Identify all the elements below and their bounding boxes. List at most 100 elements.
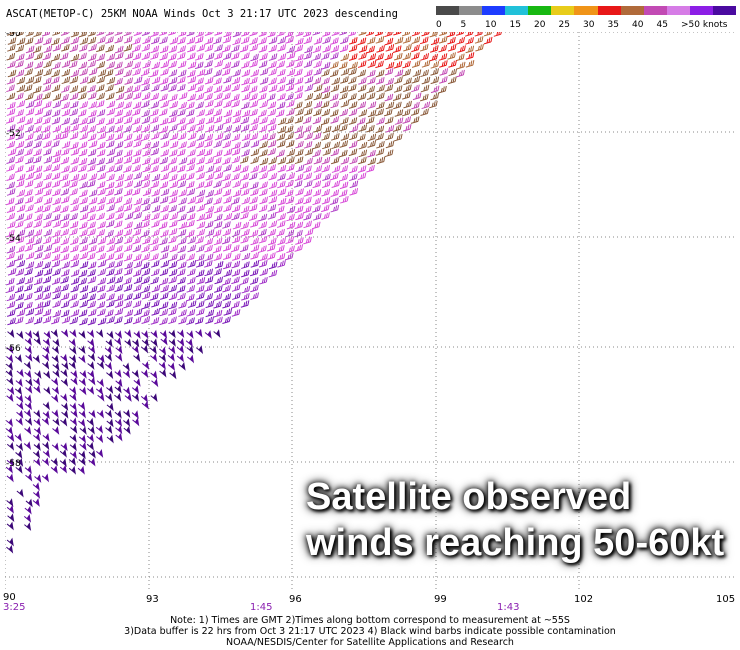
wind-barb [79,117,88,126]
wind-barb [357,92,367,101]
wind-barb [276,60,285,69]
wind-barb [196,277,206,285]
lon-label-90: 90 [3,592,16,603]
wind-barb [43,148,52,156]
wind-barb [176,353,184,363]
wind-barb [87,317,97,326]
wind-barb [159,196,169,204]
wind-barb [241,252,251,261]
wind-barb [286,60,295,68]
wind-barb [176,205,186,214]
wind-barb [295,32,304,37]
wind-barb [114,45,124,54]
wind-barb [223,100,232,108]
wind-barb [7,221,16,229]
wind-barb [376,101,385,110]
wind-barb [32,45,42,54]
wind-barb [392,93,402,101]
wind-barb [312,197,321,206]
wind-barbs-layer [5,32,502,554]
lat-label: -52 [6,129,21,139]
wind-barb [114,260,123,268]
wind-barb [169,370,177,380]
wind-barb [124,221,133,230]
wind-barb [159,93,168,102]
wind-barb [32,85,42,94]
wind-barb [70,173,80,182]
wind-barb [6,521,14,531]
wind-barb [178,261,187,269]
wind-barb [294,205,304,214]
wind-barb [320,100,330,109]
wind-barb [302,125,312,133]
wind-barb [159,268,169,277]
wind-barb [32,330,40,340]
wind-barb [196,221,206,229]
wind-barb [204,197,213,206]
wind-barb [214,171,224,180]
wind-barb [178,92,188,100]
wind-barb [294,125,304,134]
wind-barb [176,148,186,157]
wind-barb [169,124,178,132]
wind-barb [96,449,104,458]
wind-barb [277,140,286,148]
wind-barb [241,133,251,141]
wind-barb [258,204,268,213]
wind-barb [268,53,278,61]
wind-barb [60,245,70,254]
wind-barb [97,252,107,261]
wind-barb [250,220,259,228]
wind-barb [187,83,197,92]
wind-barb [133,133,143,142]
wind-barb [230,44,240,53]
wind-barb [105,181,115,190]
wind-barb [304,180,313,188]
wind-barb [358,124,368,132]
wind-barb [294,101,303,110]
wind-barb [321,77,330,85]
wind-barb [42,441,50,451]
wind-barb [178,124,187,132]
wind-barb [61,36,70,45]
wind-barb [168,165,178,174]
wind-barb [412,69,422,77]
wind-barb [142,148,151,157]
wind-barb [240,221,250,230]
wind-barb [6,441,15,451]
wind-barb [78,309,88,317]
wind-barb [78,277,87,286]
wind-barb [375,148,385,156]
wind-barb [331,32,340,36]
wind-barb [69,212,78,221]
wind-barb [114,116,124,125]
wind-barb [250,260,260,268]
wind-barb [88,237,98,245]
wind-barb [392,45,402,53]
colorbar-swatch [459,6,483,15]
wind-barb [411,52,420,60]
wind-barb [79,292,89,301]
wind-barb [295,188,304,196]
wind-barb [5,368,13,378]
wind-barb [303,100,313,109]
wind-barb [52,268,61,276]
wind-barb [304,76,314,84]
wind-barb [106,316,115,324]
wind-barb [259,53,268,61]
wind-barb [141,344,149,354]
wind-barb [293,180,303,188]
wind-barb [60,393,68,402]
wind-barb [133,330,141,340]
wind-barb [204,44,214,52]
wind-barb [313,156,323,165]
wind-barb [150,370,158,380]
wind-barb [141,116,151,124]
wind-barb [447,52,456,60]
wind-barb [295,108,304,116]
wind-barb [25,156,34,165]
wind-barb [25,76,35,84]
wind-barb [132,101,142,110]
wind-barb [5,464,13,474]
wind-barb [105,409,113,419]
